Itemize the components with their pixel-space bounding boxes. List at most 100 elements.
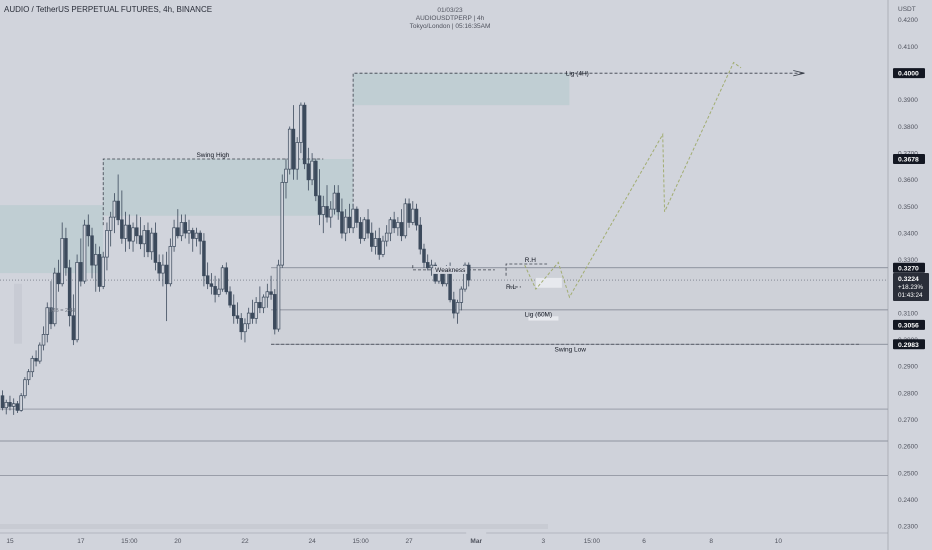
x-tick-label: 27 [405,538,413,545]
candle-body-down [153,232,158,263]
candle-body-down [325,206,329,218]
candle [399,209,404,242]
candle [250,299,255,324]
x-tick-label: 20 [174,538,182,545]
candle [116,174,120,226]
current-price-value: 0.3224 [898,276,919,283]
candle-body-up [429,264,434,269]
candle [138,217,143,250]
candle [19,393,23,412]
candle [108,211,113,247]
candle [71,294,76,346]
candle-body-up [161,264,165,274]
candle [112,193,117,234]
candle [455,299,460,324]
candle [299,102,303,154]
candle-body-down [97,254,102,287]
price-tag: 0.3056 [893,319,925,330]
candle [82,219,87,284]
candle-body-up [280,182,285,266]
candle-body-up [343,216,348,234]
y-tick-label: 0.2600 [898,444,918,451]
candle-body-down [146,230,150,253]
candle-body-up [351,208,355,229]
zone-left [0,205,104,274]
candle [280,174,285,268]
candle [157,254,161,282]
candle-body-down [414,208,419,226]
candle [120,190,124,244]
x-tick-label: 15:00 [352,538,369,545]
candle [202,233,206,287]
candle-body-down [34,358,38,362]
candle [105,222,109,271]
white-box-upper [535,277,562,288]
candle [381,235,385,258]
y-tick-label: 0.2300 [898,524,918,531]
candle-body-down [8,402,12,407]
candle-body-down [269,291,273,295]
candle-body-down [79,262,83,282]
candle-body-down [205,275,210,285]
candle [355,206,359,228]
candle-body-down [228,291,232,306]
candle-body-up [381,240,385,255]
scroll-bar [0,524,548,529]
candle-body-down [355,208,359,223]
candle [11,398,16,415]
candle-body-down [392,219,396,229]
candle-body-up [60,238,64,285]
candle-body-up [396,222,400,229]
price-tag-bg [893,319,925,330]
candle [351,203,355,234]
candle-body-down [239,318,243,333]
candle-body-down [418,224,423,250]
candle [123,211,128,252]
candle [131,222,135,252]
y-tick-label: 0.2800 [898,390,918,397]
candle [97,246,102,292]
candle [142,225,146,258]
candle [314,158,318,202]
candle-body-down [399,222,404,237]
candle-body-down [340,211,344,234]
candle [232,294,236,324]
candle [425,254,430,271]
candle [75,254,79,343]
candle-body-up [246,312,251,325]
label-imb: IMB = 24H [49,308,75,314]
candle [127,214,132,250]
candle [8,395,12,411]
weakness-line [412,265,495,271]
candle-body-up [131,227,135,242]
candle-body-down [407,203,411,223]
candle [276,259,281,332]
candle [45,302,50,343]
current-price-countdown: 01:43:24 [898,292,923,299]
candle [172,219,176,252]
candle-body-up [142,230,146,245]
x-tick-label: Mar [470,538,482,545]
candle-body-down [422,248,426,263]
y-tick-label: 0.4100 [898,44,918,51]
symbol-title[interactable]: AUDIO / TetherUS PERPETUAL FUTURES, 4h, … [4,5,213,14]
candle [15,401,20,414]
candle-body-up [52,272,57,325]
candle [317,169,322,226]
candle [321,195,326,234]
candle-body-up [362,219,367,239]
zone-imb [14,283,22,344]
candle [418,217,423,255]
y-tick-label: 0.3600 [898,177,918,184]
candle [161,254,165,287]
candle [306,147,311,191]
candle [209,273,214,295]
candle-body-up [373,238,378,247]
candle [135,214,139,244]
candle-body-up [93,254,98,266]
candle-body-down [317,195,322,215]
candle [90,227,94,279]
candle-body-down [198,232,202,242]
candle-body-up [217,288,221,295]
